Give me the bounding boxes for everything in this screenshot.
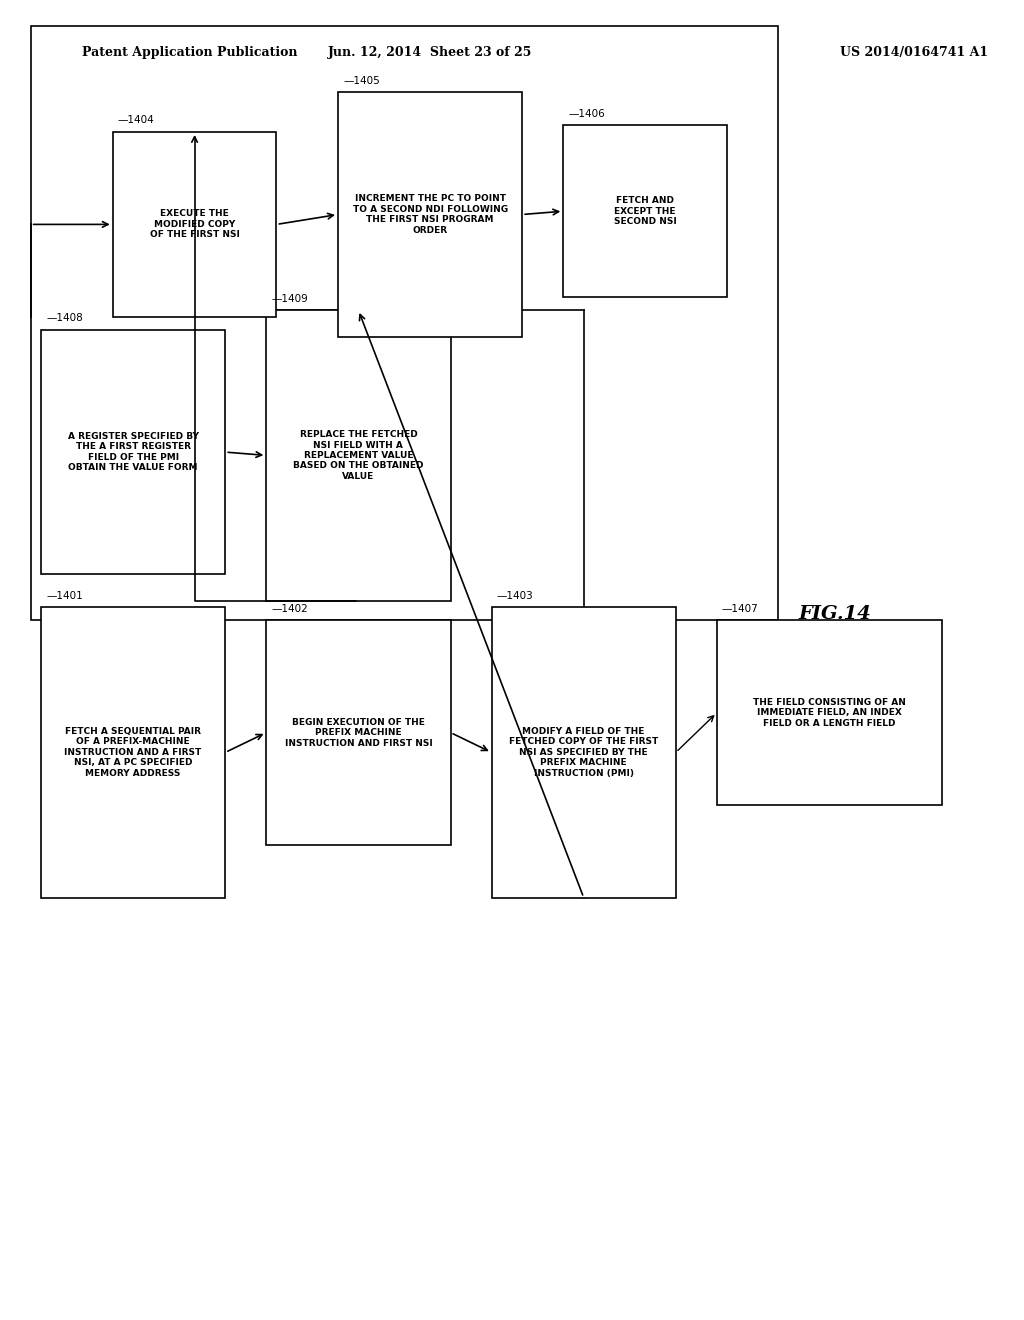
Text: A REGISTER SPECIFIED BY
THE A FIRST REGISTER
FIELD OF THE PMI
OBTAIN THE VALUE F: A REGISTER SPECIFIED BY THE A FIRST REGI… [68,432,199,473]
Text: —1401: —1401 [46,590,83,601]
Text: Patent Application Publication: Patent Application Publication [82,46,297,59]
Text: Jun. 12, 2014  Sheet 23 of 25: Jun. 12, 2014 Sheet 23 of 25 [328,46,532,59]
Text: FETCH A SEQUENTIAL PAIR
OF A PREFIX-MACHINE
INSTRUCTION AND A FIRST
NSI, AT A PC: FETCH A SEQUENTIAL PAIR OF A PREFIX-MACH… [65,727,202,777]
Text: —1405: —1405 [343,75,380,86]
Text: —1402: —1402 [271,603,308,614]
FancyBboxPatch shape [113,132,276,317]
Text: US 2014/0164741 A1: US 2014/0164741 A1 [840,46,988,59]
Text: —1403: —1403 [497,590,534,601]
FancyBboxPatch shape [41,330,225,574]
Text: REPLACE THE FETCHED
NSI FIELD WITH A
REPLACEMENT VALUE
BASED ON THE OBTAINED
VAL: REPLACE THE FETCHED NSI FIELD WITH A REP… [293,430,424,480]
Text: FETCH AND
EXCEPT THE
SECOND NSI: FETCH AND EXCEPT THE SECOND NSI [613,197,677,226]
Text: —1404: —1404 [118,115,155,125]
Text: THE FIELD CONSISTING OF AN
IMMEDIATE FIELD, AN INDEX
FIELD OR A LENGTH FIELD: THE FIELD CONSISTING OF AN IMMEDIATE FIE… [753,698,906,727]
FancyBboxPatch shape [717,620,942,805]
Text: EXECUTE THE
MODIFIED COPY
OF THE FIRST NSI: EXECUTE THE MODIFIED COPY OF THE FIRST N… [150,210,240,239]
Text: —1406: —1406 [568,108,605,119]
FancyBboxPatch shape [41,607,225,898]
Text: —1408: —1408 [46,313,83,323]
FancyBboxPatch shape [338,92,522,337]
FancyBboxPatch shape [266,310,451,601]
Text: BEGIN EXECUTION OF THE
PREFIX MACHINE
INSTRUCTION AND FIRST NSI: BEGIN EXECUTION OF THE PREFIX MACHINE IN… [285,718,432,747]
Text: FIG.14: FIG.14 [799,605,871,623]
Text: INCREMENT THE PC TO POINT
TO A SECOND NDI FOLLOWING
THE FIRST NSI PROGRAM
ORDER: INCREMENT THE PC TO POINT TO A SECOND ND… [352,194,508,235]
Text: —1409: —1409 [271,293,308,304]
Text: —1407: —1407 [722,603,759,614]
FancyBboxPatch shape [266,620,451,845]
Text: MODIFY A FIELD OF THE
FETCHED COPY OF THE FIRST
NSI AS SPECIFIED BY THE
PREFIX M: MODIFY A FIELD OF THE FETCHED COPY OF TH… [509,727,658,777]
FancyBboxPatch shape [492,607,676,898]
FancyBboxPatch shape [563,125,727,297]
